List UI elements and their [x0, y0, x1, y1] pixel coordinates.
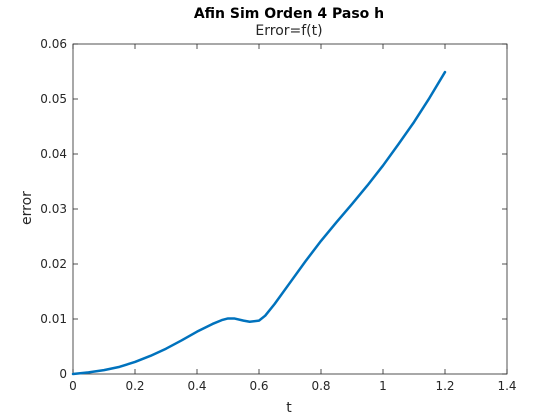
- x-tick-label: 1: [379, 379, 387, 393]
- x-tick-label: 0: [69, 379, 77, 393]
- chart-subtitle: Error=f(t): [255, 23, 322, 39]
- y-tick-label: 0: [59, 367, 67, 381]
- chart-title: Afin Sim Orden 4 Paso h: [194, 6, 384, 22]
- y-tick-label: 0.02: [40, 257, 67, 271]
- x-axis-label: t: [286, 400, 292, 416]
- x-tick-label: 1.4: [497, 379, 516, 393]
- error-series-line: [71, 70, 447, 376]
- x-tick-label: 0.4: [187, 379, 206, 393]
- x-tick-label: 0.6: [249, 379, 268, 393]
- y-axis-label: error: [19, 191, 35, 225]
- y-tick-label: 0.01: [40, 312, 67, 326]
- y-tick-label: 0.05: [40, 92, 67, 106]
- x-tick-label: 1.2: [435, 379, 454, 393]
- y-tick-label: 0.06: [40, 37, 67, 51]
- y-tick-label: 0.03: [40, 202, 67, 216]
- x-tick-label: 0.8: [311, 379, 330, 393]
- plot-area: [72, 43, 508, 375]
- x-tick-label: 0.2: [125, 379, 144, 393]
- y-tick-label: 0.04: [40, 147, 67, 161]
